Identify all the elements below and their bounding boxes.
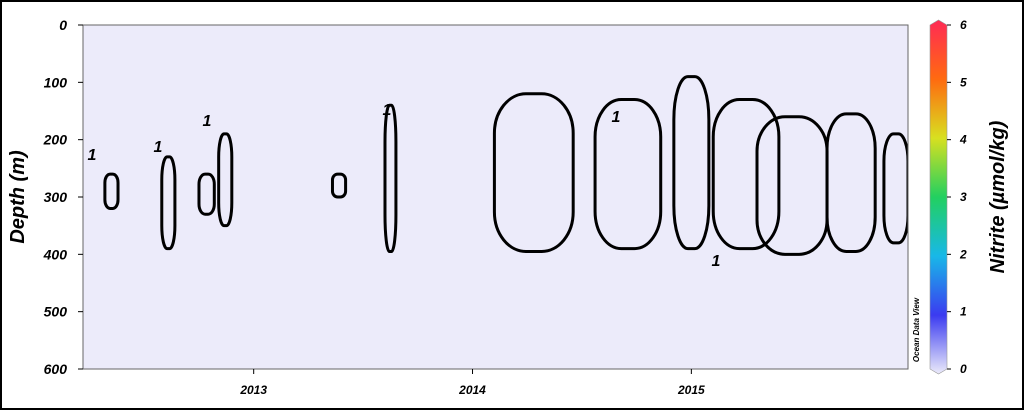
plot-area [83, 25, 908, 369]
x-tick-label: 2013 [239, 383, 267, 397]
y-tick-label: 0 [59, 17, 67, 33]
contour-label: 1 [88, 147, 97, 164]
contour-line [672, 75, 711, 251]
contours [103, 75, 908, 256]
x-tick-label: 2014 [458, 383, 486, 397]
y-axis-label: Depth (m) [7, 150, 29, 244]
contour-label: 1 [612, 109, 621, 126]
contour-line [160, 155, 177, 251]
contour-line [711, 98, 781, 251]
colorbar-tick-label: 5 [960, 75, 967, 89]
contour-line [383, 103, 398, 253]
y-tick-label: 300 [44, 189, 68, 205]
contour-line [330, 172, 348, 199]
contour-line [103, 172, 120, 210]
colorbar-tick-label: 2 [959, 247, 967, 261]
contour-line [882, 132, 908, 245]
contour-line [197, 172, 216, 216]
colorbar [929, 19, 948, 375]
contour-label: 1 [154, 139, 163, 156]
y-tick-label: 500 [44, 304, 68, 320]
contour-line [217, 132, 234, 228]
colorbar-tick-label: 4 [959, 133, 967, 147]
colorbar-tick-label: 6 [960, 18, 967, 32]
contour-line [825, 112, 877, 253]
x-tick-label: 2015 [677, 383, 705, 397]
colorbar-tick-label: 0 [960, 362, 967, 376]
y-tick-label: 100 [44, 74, 68, 90]
contour-line [492, 92, 575, 253]
y-tick-label: 600 [44, 361, 68, 377]
watermark: Ocean Data View [912, 297, 921, 362]
y-tick-label: 400 [43, 246, 68, 262]
contour-label: 1 [712, 253, 721, 270]
contour-label: 1 [203, 113, 212, 130]
contour-label: 1 [383, 102, 392, 119]
y-tick-label: 200 [43, 132, 68, 148]
colorbar-label: Nitrite (µmol/kg) [987, 120, 1009, 273]
colorbar-tick-label: 3 [960, 190, 967, 204]
colorbar-tick-label: 1 [960, 305, 967, 319]
contour-line [593, 98, 663, 251]
